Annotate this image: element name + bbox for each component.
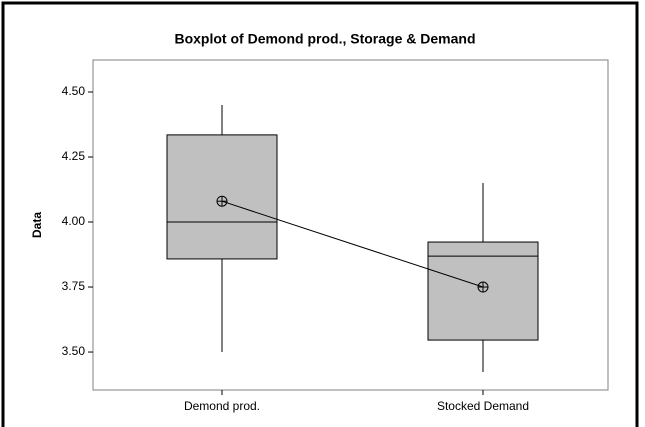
y-axis-label: Data	[30, 212, 44, 238]
y-tick-label: 4.25	[62, 149, 86, 163]
y-tick-label: 4.50	[62, 84, 86, 98]
mean-connect-line	[221, 200, 484, 288]
mean-marker	[216, 195, 228, 207]
y-tick-label: 4.00	[62, 214, 86, 228]
y-tick-label: 3.50	[62, 344, 86, 358]
x-tick-label: Stocked Demand	[437, 399, 529, 413]
x-tick-label: Demond prod.	[184, 399, 260, 413]
mean-marker	[477, 281, 489, 293]
chart-title: Boxplot of Demond prod., Storage & Deman…	[174, 31, 475, 47]
y-tick-label: 3.75	[62, 279, 86, 293]
